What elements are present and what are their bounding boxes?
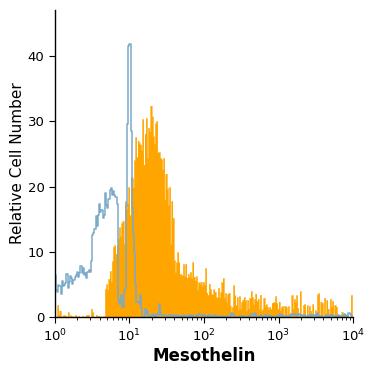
X-axis label: Mesothelin: Mesothelin [152, 347, 256, 365]
Y-axis label: Relative Cell Number: Relative Cell Number [10, 83, 25, 245]
